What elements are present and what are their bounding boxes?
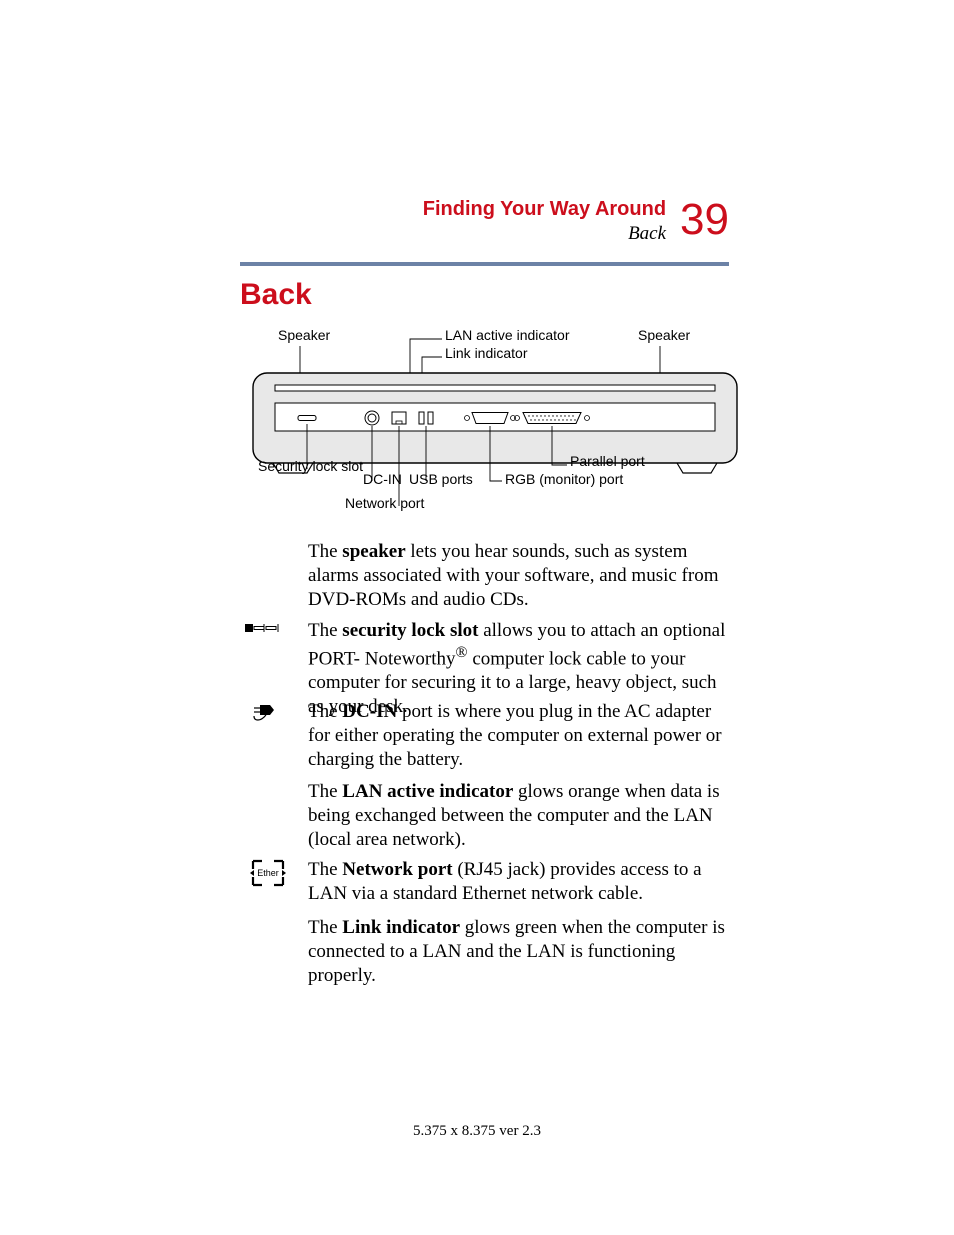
svg-text:Speaker: Speaker — [278, 327, 330, 343]
paragraph: The Link indicator glows green when the … — [308, 916, 729, 987]
svg-text:Network port: Network port — [345, 495, 424, 511]
svg-text:DC-IN: DC-IN — [363, 471, 402, 487]
heading-back: Back — [240, 278, 312, 312]
chapter-title: Finding Your Way Around — [423, 198, 666, 221]
svg-text:Link indicator: Link indicator — [445, 345, 528, 361]
paragraph: The speaker lets you hear sounds, such a… — [308, 540, 729, 611]
page: Finding Your Way Around Back 39 Back Spe… — [0, 0, 954, 1235]
svg-text:USB ports: USB ports — [409, 471, 473, 487]
footer: 5.375 x 8.375 ver 2.3 — [0, 1123, 954, 1140]
paragraph: The LAN active indicator glows orange wh… — [308, 780, 729, 851]
page-number: 39 — [680, 198, 729, 242]
svg-text:Speaker: Speaker — [638, 327, 690, 343]
paragraph: The DC-IN port is where you plug in the … — [308, 700, 729, 771]
svg-text:RGB (monitor) port: RGB (monitor) port — [505, 471, 623, 487]
svg-text:LAN active indicator: LAN active indicator — [445, 327, 570, 343]
security-lock-icon — [244, 621, 284, 641]
section-title: Back — [423, 223, 666, 245]
svg-text:Ether: Ether — [257, 868, 279, 878]
svg-text:Security lock slot: Security lock slot — [258, 458, 363, 474]
ethernet-icon: Ether — [250, 858, 286, 888]
back-panel-diagram: Speaker LAN active indicator Link indicato… — [250, 326, 740, 526]
diagram-svg: Speaker LAN active indicator Link indicato… — [250, 326, 740, 526]
horizontal-rule — [240, 262, 729, 266]
dc-in-icon — [252, 702, 282, 724]
svg-text:Parallel port: Parallel port — [570, 453, 645, 469]
paragraph: The Network port (RJ45 jack) provides ac… — [308, 858, 729, 906]
page-header: Finding Your Way Around Back 39 — [240, 198, 729, 245]
